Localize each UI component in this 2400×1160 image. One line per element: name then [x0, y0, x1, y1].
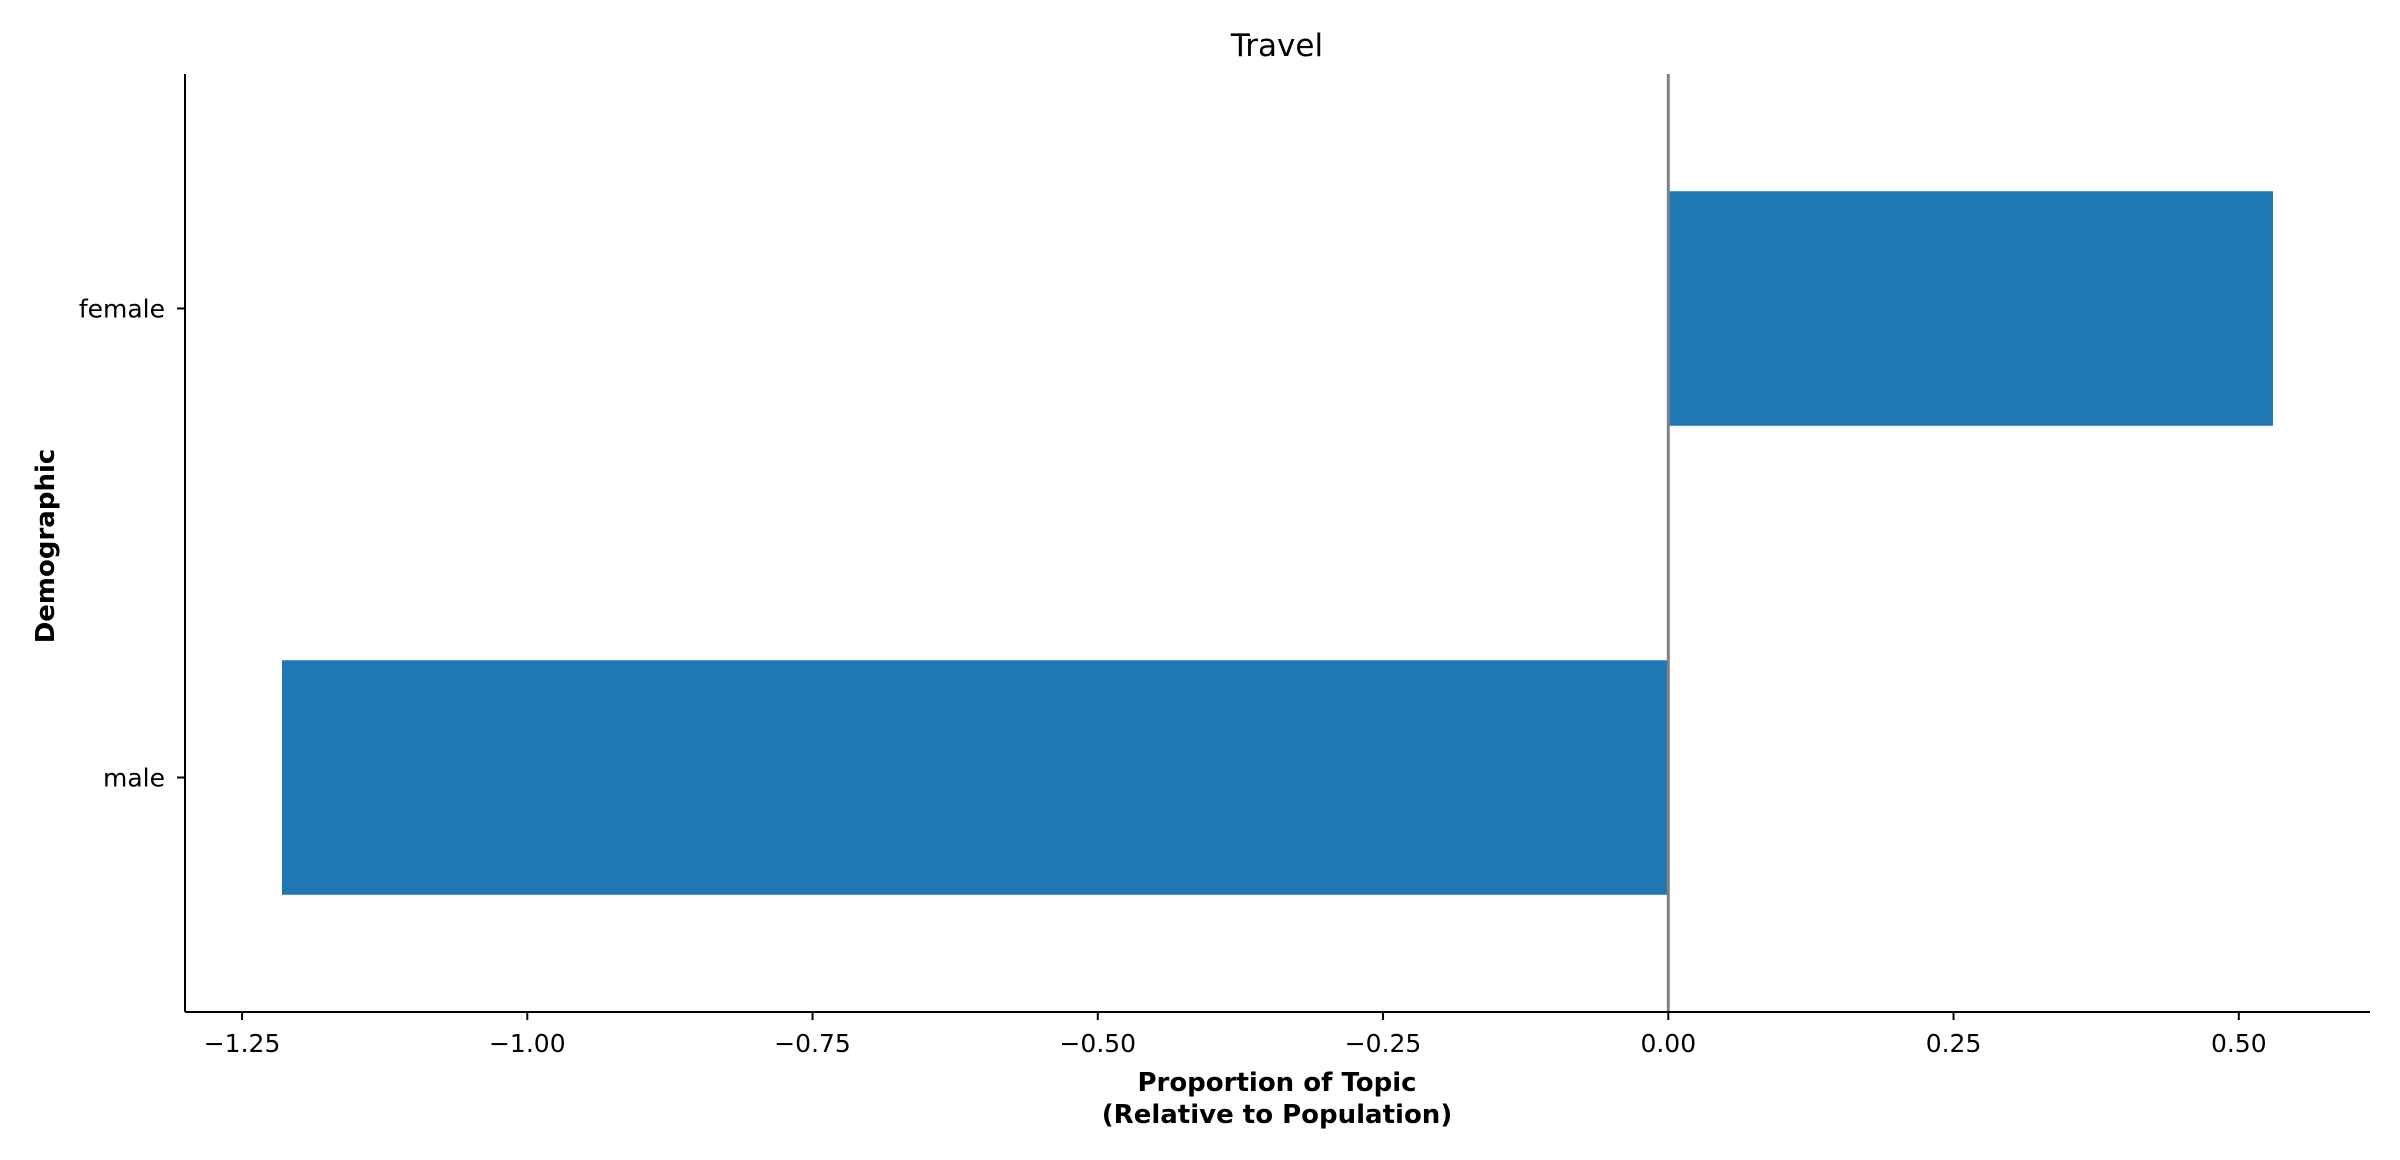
x-tick-label: −1.00	[489, 1029, 566, 1058]
x-tick-label: −0.25	[1345, 1029, 1422, 1058]
x-tick-label: −1.25	[204, 1029, 281, 1058]
x-axis-ticks: −1.25 −1.00 −0.75 −0.50 −0.25 0.00 0.25 0.50	[204, 1012, 2267, 1058]
bar-female	[1668, 191, 2274, 426]
y-tick-label-female: female	[79, 295, 165, 324]
y-axis-ticks: female male	[79, 295, 185, 793]
x-tick-label: −0.75	[774, 1029, 851, 1058]
chart-title: Travel	[1230, 28, 1323, 64]
x-tick-label: 0.50	[2211, 1029, 2267, 1058]
x-axis-title-line-2: (Relative to Population)	[1102, 1100, 1452, 1130]
x-tick-label: 0.00	[1640, 1029, 1696, 1058]
x-tick-label: −0.50	[1059, 1029, 1136, 1058]
y-axis-title: Demographic	[31, 449, 61, 644]
bars-layer	[281, 191, 2274, 895]
x-tick-label: 0.25	[1926, 1029, 1982, 1058]
bar-male	[281, 660, 1669, 895]
y-tick-label-male: male	[103, 764, 165, 793]
x-axis-title-line-1: Proportion of Topic	[1137, 1068, 1416, 1098]
